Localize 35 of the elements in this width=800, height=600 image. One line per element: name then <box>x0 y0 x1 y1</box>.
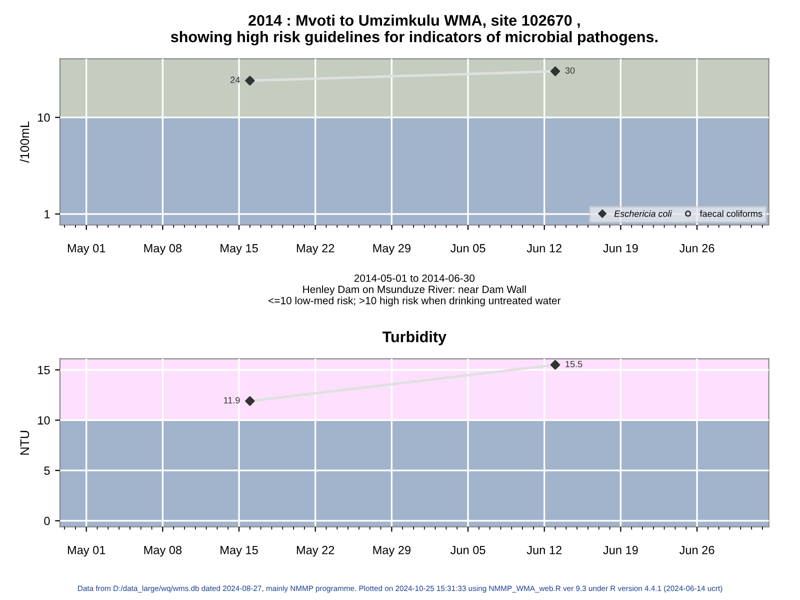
y-tick-label: 0 <box>44 516 50 526</box>
chart-title: Turbidity <box>382 331 446 346</box>
y-axis-title: /100mL <box>20 121 30 163</box>
y-tick-label: 1 <box>44 210 50 218</box>
x-tick-label: May 15 <box>220 546 258 557</box>
x-tick-label: May 22 <box>296 546 334 557</box>
data-label: 24 <box>230 76 240 83</box>
x-tick-label: Jun 26 <box>679 244 714 252</box>
data-label: 11.9 <box>224 397 240 404</box>
legend-label: Eschericia coli <box>614 210 672 217</box>
y-tick-label: 10 <box>38 416 50 425</box>
x-tick-label: May 29 <box>373 244 410 255</box>
x-tick-label: May 08 <box>144 546 182 557</box>
x-tick-label: May 01 <box>68 546 106 557</box>
x-tick-label: May 15 <box>220 244 258 255</box>
chart-title: 2014 : Mvoti to Umzimkulu WMA, site 102670 , showing high risk guidelines for indicators of microbial pathogens. <box>170 14 658 46</box>
x-tick-label: Jun 05 <box>450 244 486 252</box>
x-axis-title: 2014-05-01 to 2014-06-30 Henley Dam on Msunduze River: near Dam Wall <=10 low-med risk; >10 high risk when drinking untreated water <box>268 274 561 306</box>
y-tick-label: 10 <box>38 113 50 122</box>
x-tick-label: Jun 26 <box>679 546 714 554</box>
y-tick-label: 5 <box>44 466 50 475</box>
x-tick-label: Jun 12 <box>526 244 562 252</box>
x-tick-label: Jun 19 <box>603 244 638 252</box>
x-tick-label: Jun 19 <box>603 546 638 554</box>
x-tick-label: May 22 <box>296 244 334 255</box>
y-axis-title: NTU <box>20 430 30 455</box>
data-label: 30 <box>565 67 575 74</box>
x-tick-label: May 08 <box>144 244 182 255</box>
x-tick-label: Jun 12 <box>526 546 562 554</box>
legend-label: faecal coliforms <box>700 210 762 217</box>
x-tick-label: May 29 <box>373 546 410 557</box>
x-tick-label: Jun 05 <box>450 546 486 554</box>
x-tick-label: May 01 <box>68 244 106 255</box>
y-tick-label: 15 <box>38 366 50 374</box>
data-label: 15.5 <box>566 360 582 368</box>
